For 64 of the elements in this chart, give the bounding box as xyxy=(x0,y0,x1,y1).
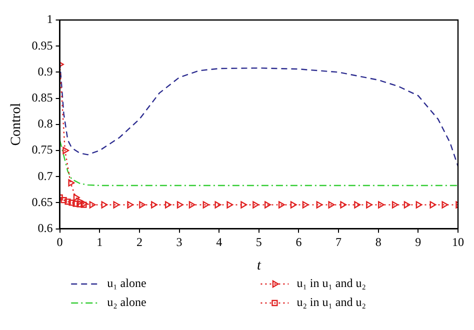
point xyxy=(378,201,384,208)
legend-label: u₁ in u₁ and u₂ xyxy=(296,276,366,290)
point xyxy=(139,201,146,208)
y-tick-label: 0.95 xyxy=(32,38,53,52)
point xyxy=(188,201,196,208)
legend-label: u₁ alone xyxy=(107,276,146,290)
point xyxy=(73,194,80,202)
line-series xyxy=(60,139,458,186)
point xyxy=(430,201,436,208)
point xyxy=(101,201,108,208)
point xyxy=(290,201,297,208)
point xyxy=(72,200,79,207)
point xyxy=(127,201,134,208)
y-tick-label: 0.85 xyxy=(32,90,53,104)
point xyxy=(68,179,75,186)
point xyxy=(214,201,222,208)
y-tick-label: 0.8 xyxy=(38,116,53,131)
y-tick-label: 0.6 xyxy=(38,220,53,235)
legend-label: u₂ alone xyxy=(107,295,146,310)
x-tick-label: 5 xyxy=(256,235,262,250)
x-tick-label: 9 xyxy=(415,235,422,250)
point xyxy=(442,201,448,208)
y-tick-label: 1 xyxy=(46,12,53,26)
point xyxy=(113,201,120,208)
point xyxy=(89,201,96,208)
point xyxy=(240,201,248,208)
point xyxy=(392,201,398,208)
y-tick-label: 0.75 xyxy=(32,142,53,157)
x-tick-label: 10 xyxy=(452,235,464,250)
y-tick-label: 0.65 xyxy=(32,194,53,209)
point xyxy=(416,201,422,208)
x-tick-label: 6 xyxy=(296,235,302,250)
point xyxy=(176,201,184,208)
point xyxy=(62,146,70,154)
point xyxy=(151,201,158,208)
y-tick-label: 0.7 xyxy=(38,168,53,183)
x-tick-label: 2 xyxy=(136,235,142,250)
x-tick-label: 4 xyxy=(216,235,222,250)
point xyxy=(340,201,347,208)
point xyxy=(68,200,75,206)
y-axis-title: Control xyxy=(9,102,24,146)
point xyxy=(226,201,234,208)
point xyxy=(76,201,83,208)
point xyxy=(302,201,309,208)
point xyxy=(60,197,67,204)
point xyxy=(354,201,361,208)
point xyxy=(316,201,323,208)
x-tick-label: 8 xyxy=(375,235,382,250)
y-tick-label: 0.9 xyxy=(38,64,53,78)
point xyxy=(64,198,71,205)
point xyxy=(264,201,271,208)
point xyxy=(164,201,172,208)
point xyxy=(278,201,285,208)
x-tick-label: 7 xyxy=(336,235,342,250)
x-axis-title: t xyxy=(256,258,262,274)
legend-label: u₂ in u₁ and u₂ xyxy=(296,295,366,310)
point xyxy=(366,201,373,208)
x-tick-label: 0 xyxy=(56,235,63,250)
x-tick-label: 3 xyxy=(176,235,182,250)
point xyxy=(202,201,210,208)
point xyxy=(252,201,260,208)
point xyxy=(404,201,410,208)
point xyxy=(328,201,335,208)
x-tick-label: 1 xyxy=(96,235,103,250)
